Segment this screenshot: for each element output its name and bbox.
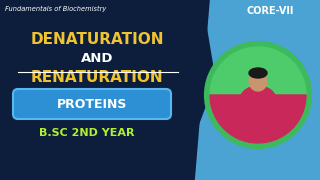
Ellipse shape [240,86,276,114]
Polygon shape [260,130,320,180]
Text: CORE-VII: CORE-VII [246,6,294,16]
Text: RENATURATION: RENATURATION [31,70,163,85]
Text: Fundamentals of Biochemistry: Fundamentals of Biochemistry [5,6,106,12]
Text: AND: AND [81,52,113,65]
Text: PROTEINS: PROTEINS [57,98,127,111]
Polygon shape [195,0,320,180]
Text: B.SC 2ND YEAR: B.SC 2ND YEAR [39,128,135,138]
Text: DENATURATION: DENATURATION [30,32,164,47]
Ellipse shape [249,68,267,78]
Circle shape [210,47,306,143]
Polygon shape [0,0,215,180]
Circle shape [206,43,310,147]
Polygon shape [210,95,306,143]
Ellipse shape [249,71,267,91]
FancyBboxPatch shape [13,89,171,119]
